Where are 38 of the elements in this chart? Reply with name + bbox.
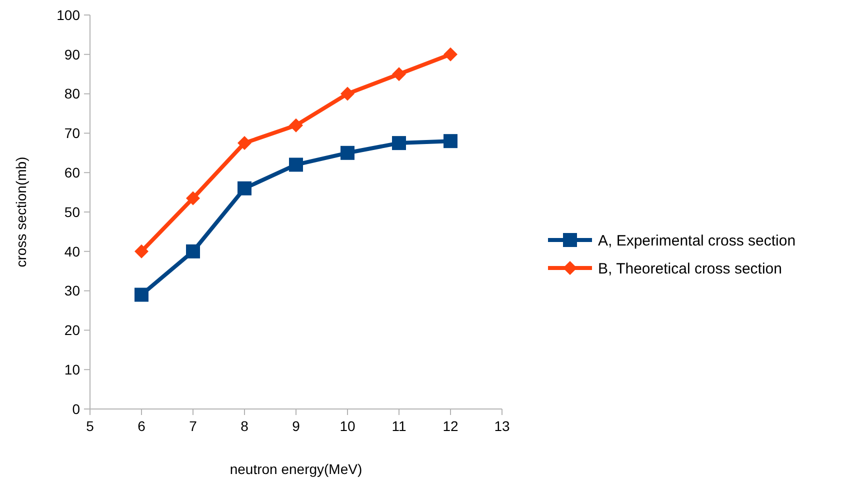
y-tick-label: 100 xyxy=(56,6,80,23)
x-tick-label: 12 xyxy=(442,418,458,434)
point xyxy=(289,158,303,172)
point xyxy=(392,136,406,150)
x-tick-label: 8 xyxy=(240,418,249,434)
point xyxy=(186,191,200,206)
point xyxy=(134,288,148,302)
legend-label: A, Experimental cross section xyxy=(598,232,796,250)
y-tick-label: 30 xyxy=(64,282,80,299)
point xyxy=(289,118,303,132)
y-tick-label: 90 xyxy=(64,46,80,62)
y-tick-label: 80 xyxy=(64,86,80,102)
point xyxy=(340,146,354,160)
y-tick-label: 20 xyxy=(64,322,80,338)
point xyxy=(134,244,148,258)
y-tick-label: 40 xyxy=(64,243,80,260)
x-tick-label: 10 xyxy=(340,418,356,434)
y-tick-label: 0 xyxy=(72,400,80,417)
legend-label: B, Theoretical cross section xyxy=(598,260,782,278)
x-tick-label: 11 xyxy=(392,418,406,434)
y-tick-label: 10 xyxy=(64,362,80,378)
point xyxy=(444,134,458,148)
point xyxy=(238,181,252,196)
point xyxy=(444,47,458,62)
point xyxy=(340,86,354,101)
point xyxy=(186,244,200,258)
y-tick-label: 50 xyxy=(64,204,80,220)
y-tick-label: 60 xyxy=(64,164,80,180)
x-tick-label: 9 xyxy=(292,418,300,434)
point xyxy=(238,136,252,150)
y-tick-label: 70 xyxy=(64,125,80,142)
x-tick-label: 5 xyxy=(86,418,94,434)
y-axis-title: cross section(mb) xyxy=(13,156,29,268)
point xyxy=(392,67,406,82)
x-axis-title: neutron energy(MeV) xyxy=(230,461,362,477)
x-tick-label: 13 xyxy=(494,418,510,434)
x-tick-label: 6 xyxy=(138,418,146,434)
x-tick-label: 7 xyxy=(189,418,198,434)
